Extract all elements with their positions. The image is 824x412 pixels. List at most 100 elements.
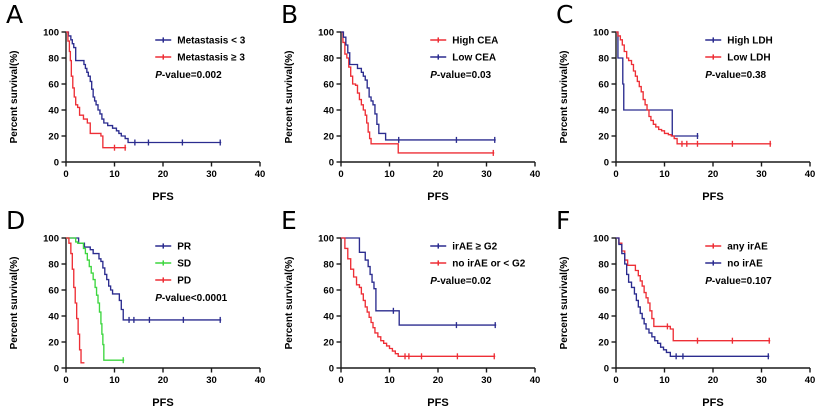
x-axis-title: PFS <box>427 397 448 409</box>
y-tick-label: 40 <box>598 311 609 322</box>
x-tick-label: 0 <box>338 169 343 180</box>
p-value-annotation: P-value=0.03 <box>430 70 491 81</box>
y-tick-label: 80 <box>48 53 59 64</box>
y-axis-title: Percent survival(%) <box>559 51 570 144</box>
panel-b: B 0 20 40 60 80 100 0 10 20 30 40 PFS Percent surviva… <box>275 0 549 206</box>
y-tick-label: 20 <box>598 337 609 348</box>
survival-curve-1 <box>341 31 496 141</box>
panel-f: F 0 20 40 60 80 100 0 10 20 30 40 PFS Percent surviva… <box>550 206 824 412</box>
x-tick-label: 0 <box>613 375 618 386</box>
legend-label-1: no irAE or < G2 <box>452 259 526 270</box>
y-tick-label: 20 <box>48 131 59 142</box>
y-tick-label: 60 <box>323 79 334 90</box>
y-tick-label: 40 <box>598 105 609 116</box>
x-tick-label: 10 <box>109 169 120 180</box>
x-tick-label: 40 <box>805 169 816 180</box>
legend-label-2: PD <box>177 276 191 287</box>
y-axis-title: Percent survival(%) <box>9 51 20 144</box>
panel-letter-d: D <box>6 206 26 235</box>
plot-a: 0 20 40 60 80 100 0 10 20 30 40 PFS Percent survival… <box>9 27 265 203</box>
legend-label-0: irAE ≥ G2 <box>452 242 497 253</box>
panel-e: E 0 20 40 60 80 100 0 10 20 30 40 PFS Percent surviva… <box>275 206 549 412</box>
survival-curve-0 <box>341 237 497 326</box>
y-tick-label: 100 <box>43 27 59 38</box>
legend-label-1: Low CEA <box>452 53 496 64</box>
y-tick-label: 100 <box>593 27 609 38</box>
y-tick-label: 60 <box>48 79 59 90</box>
y-tick-label: 40 <box>323 105 334 116</box>
survival-curve-1 <box>341 237 496 357</box>
y-tick-label: 60 <box>323 285 334 296</box>
legend-label-0: PR <box>177 242 192 253</box>
y-tick-label: 60 <box>598 79 609 90</box>
y-tick-label: 20 <box>48 337 59 348</box>
x-axis-title: PFS <box>702 191 723 203</box>
y-tick-label: 20 <box>323 337 334 348</box>
y-tick-label: 0 <box>329 157 334 168</box>
survival-curve-1 <box>66 31 127 149</box>
y-tick-label: 40 <box>323 311 334 322</box>
y-tick-label: 0 <box>604 157 609 168</box>
plot-d: 0 20 40 60 80 100 0 10 20 30 40 PFS Percent survival… <box>9 233 266 409</box>
panel-letter-c: C <box>556 0 574 29</box>
x-tick-label: 0 <box>63 375 68 386</box>
plot-b: 0 20 40 60 80 100 0 10 20 30 40 PFS Percent survival… <box>284 27 541 203</box>
x-tick-label: 40 <box>255 375 266 386</box>
y-tick-label: 0 <box>54 157 59 168</box>
y-tick-label: 60 <box>598 285 609 296</box>
y-tick-label: 80 <box>323 53 334 64</box>
legend-label-0: Metastasis < 3 <box>177 36 246 47</box>
x-tick-label: 0 <box>613 169 618 180</box>
panel-letter-f: F <box>556 206 571 235</box>
x-axis-title: PFS <box>152 397 173 409</box>
x-tick-label: 30 <box>481 375 492 386</box>
p-value-annotation: P-value=0.02 <box>430 276 491 287</box>
legend-label-0: High CEA <box>452 36 498 47</box>
y-tick-label: 0 <box>54 363 59 374</box>
y-axis-title: Percent survival(%) <box>284 51 295 144</box>
x-tick-label: 30 <box>206 169 217 180</box>
panel-letter-a: A <box>6 0 24 29</box>
x-tick-label: 10 <box>659 169 670 180</box>
legend-label-0: any irAE <box>727 242 768 253</box>
x-tick-label: 0 <box>338 375 343 386</box>
panel-a: A 0 20 40 60 80 100 0 10 20 30 40 PFS Percent surviva… <box>0 0 274 206</box>
survival-curve-0 <box>341 31 495 154</box>
y-axis-title: Percent survival(%) <box>559 257 570 350</box>
x-tick-label: 20 <box>433 169 444 180</box>
plot-f: 0 20 40 60 80 100 0 10 20 30 40 PFS Percent survival… <box>559 233 815 409</box>
y-tick-label: 80 <box>598 259 609 270</box>
x-tick-label: 10 <box>659 375 670 386</box>
x-tick-label: 20 <box>158 375 169 386</box>
panel-letter-b: B <box>281 0 299 29</box>
y-tick-label: 80 <box>598 53 609 64</box>
y-tick-label: 0 <box>329 363 334 374</box>
y-axis-title: Percent survival(%) <box>284 257 295 350</box>
x-tick-label: 30 <box>481 169 492 180</box>
legend-label-1: Metastasis ≥ 3 <box>177 53 245 64</box>
survival-curve-1 <box>66 237 125 361</box>
plot-e: 0 20 40 60 80 100 0 10 20 30 40 PFS Percent survival… <box>284 233 540 409</box>
legend-label-1: SD <box>177 259 191 270</box>
x-tick-label: 10 <box>109 375 120 386</box>
survival-curve-2 <box>66 237 85 364</box>
y-tick-label: 100 <box>43 233 59 244</box>
panel-c: C 0 20 40 60 80 100 0 10 20 30 40 PFS Percent surviva… <box>550 0 824 206</box>
p-value-annotation: P-value=0.002 <box>155 70 222 81</box>
y-tick-label: 80 <box>48 259 59 270</box>
x-tick-label: 10 <box>384 169 395 180</box>
survival-curve-0 <box>616 31 699 137</box>
x-tick-label: 20 <box>433 375 444 386</box>
panel-d: D 0 20 40 60 80 100 0 10 20 30 40 PFS Percent surviva… <box>0 206 274 412</box>
x-tick-label: 20 <box>708 169 719 180</box>
x-axis-title: PFS <box>702 397 723 409</box>
y-tick-label: 40 <box>48 311 59 322</box>
x-axis-title: PFS <box>152 191 173 203</box>
y-axis-title: Percent survival(%) <box>9 257 20 350</box>
y-tick-label: 20 <box>323 131 334 142</box>
x-tick-label: 40 <box>530 169 541 180</box>
legend-label-1: no irAE <box>727 259 763 270</box>
survival-curve-0 <box>66 237 222 321</box>
y-tick-label: 60 <box>48 285 59 296</box>
